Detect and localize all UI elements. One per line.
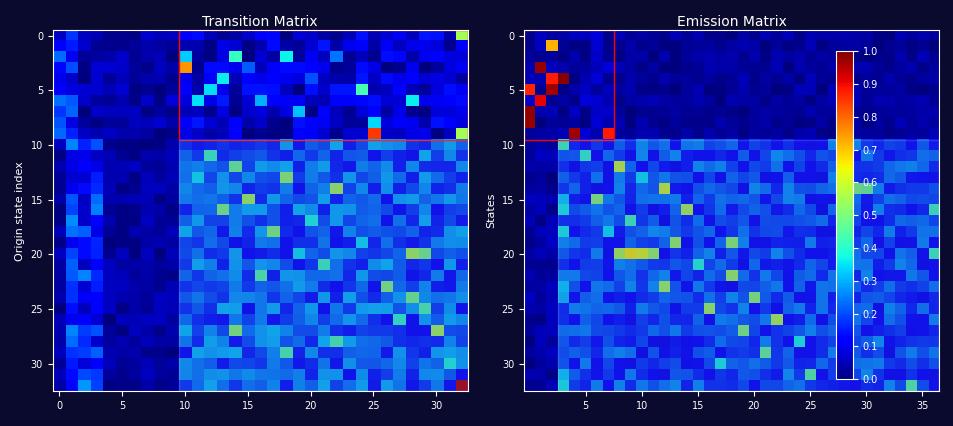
Title: Emission Matrix: Emission Matrix [676,15,785,29]
Bar [557,140,938,391]
Bar [178,30,467,140]
Bar [523,30,613,140]
Y-axis label: Origin state index: Origin state index [15,161,25,261]
Bar [178,140,467,391]
Title: Transition Matrix: Transition Matrix [202,15,317,29]
Y-axis label: States: States [486,193,496,228]
